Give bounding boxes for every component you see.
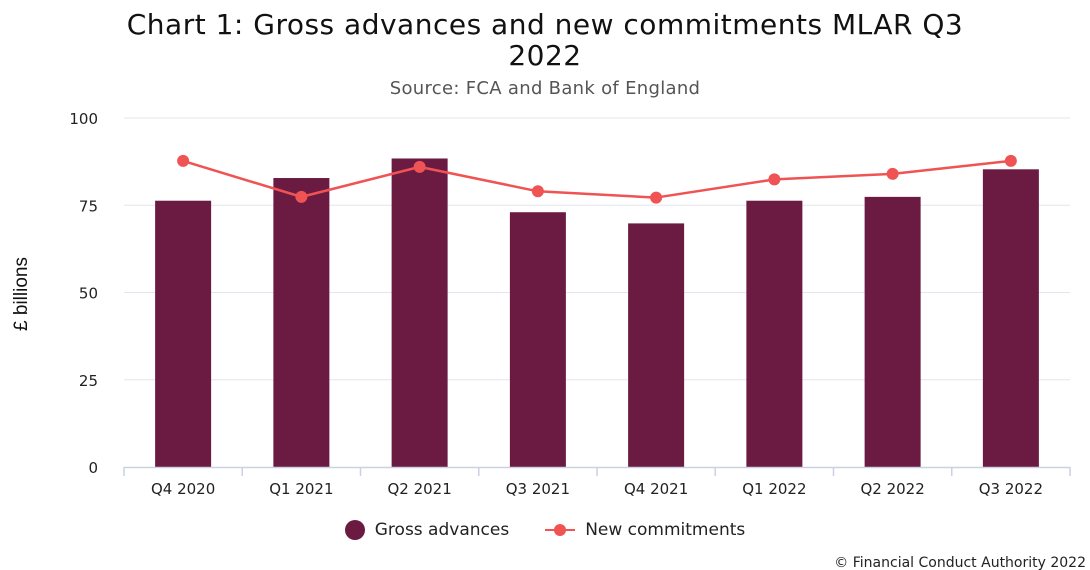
chart-subtitle: Source: FCA and Bank of England xyxy=(389,78,701,99)
point-new-commitments xyxy=(531,185,544,198)
copyright-credit: © Financial Conduct Authority 2022 xyxy=(834,555,1086,570)
legend-marker-circle-icon xyxy=(344,520,365,540)
legend-label-gross-advances: Gross advances xyxy=(374,520,510,540)
line-new-commitments xyxy=(182,159,1012,199)
y-tick-label: 75 xyxy=(79,197,98,215)
x-tick-label: Q1 2021 xyxy=(269,480,333,498)
bar-gross-advances xyxy=(864,196,921,467)
x-tick-label: Q2 2022 xyxy=(860,480,924,498)
x-tick-label: Q4 2021 xyxy=(624,480,688,498)
x-tick-label: Q3 2021 xyxy=(506,480,570,498)
x-tick-label: Q1 2022 xyxy=(742,480,806,498)
point-new-commitments xyxy=(177,154,190,167)
y-tick-label: 100 xyxy=(69,110,98,128)
y-tick-label: 0 xyxy=(88,459,98,477)
bar-gross-advances xyxy=(628,223,685,467)
plot-area: 0 25 50 75 100 Q4 2020 Q1 2021 Q2 2021 Q3 2021 Q4… xyxy=(69,110,1071,498)
x-tick-label: Q4 2020 xyxy=(151,480,215,498)
bar-gross-advances xyxy=(391,158,448,467)
legend-marker-line-icon xyxy=(545,520,576,540)
x-tick-label: Q2 2021 xyxy=(387,480,451,498)
bar-gross-advances xyxy=(509,212,566,467)
bar-gross-advances xyxy=(155,200,212,467)
legend-label-new-commitments: New commitments xyxy=(585,520,746,540)
chart-title-line-2: 2022 xyxy=(508,39,582,72)
point-new-commitments xyxy=(295,190,308,203)
point-new-commitments xyxy=(1004,154,1017,167)
point-new-commitments xyxy=(650,191,663,204)
legend: Gross advances New commitments xyxy=(0,520,1090,540)
x-tick-label: Q3 2022 xyxy=(979,480,1043,498)
point-new-commitments xyxy=(768,173,781,186)
point-new-commitments xyxy=(413,160,426,173)
bar-gross-advances xyxy=(982,169,1039,468)
point-new-commitments xyxy=(886,167,899,180)
bar-gross-advances xyxy=(746,200,803,467)
bar-gross-advances xyxy=(273,178,330,467)
chart-title-line-1: Chart 1: Gross advances and new commitme… xyxy=(126,8,964,41)
y-tick-label: 50 xyxy=(79,285,98,303)
y-tick-label: 25 xyxy=(79,372,98,390)
legend-item-gross-advances[interactable]: Gross advances xyxy=(344,520,510,540)
legend-item-new-commitments[interactable]: New commitments xyxy=(545,520,745,540)
